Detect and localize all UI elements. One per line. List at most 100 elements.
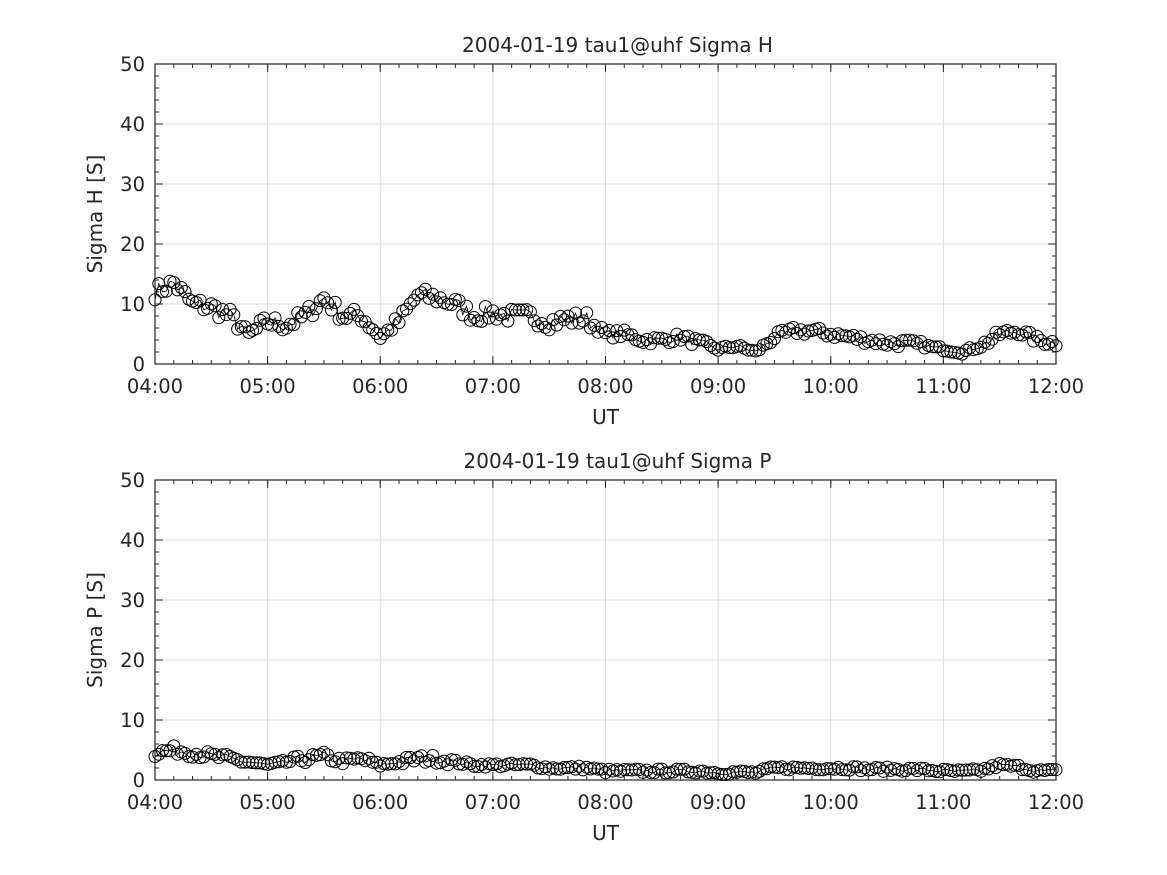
data-point xyxy=(629,762,642,776)
data-point xyxy=(903,761,917,775)
data-point xyxy=(430,756,444,770)
data-point xyxy=(246,756,260,770)
data-point xyxy=(820,762,834,776)
data-point xyxy=(779,325,793,339)
data-point xyxy=(647,766,661,780)
data-point xyxy=(576,314,590,328)
data-point xyxy=(377,327,391,341)
data-point xyxy=(651,331,665,345)
y-tick-label: 50 xyxy=(120,469,145,492)
data-point xyxy=(475,314,489,328)
x-tick-label: 06:00 xyxy=(352,791,408,814)
data-point xyxy=(516,757,530,771)
data-point xyxy=(1042,763,1055,776)
data-point xyxy=(602,324,616,337)
data-point xyxy=(279,321,293,335)
data-point xyxy=(178,285,192,299)
data-point xyxy=(426,749,440,762)
data-point xyxy=(302,300,316,313)
data-point xyxy=(824,327,838,341)
data-point xyxy=(621,328,635,342)
data-point xyxy=(388,312,402,326)
x-tick-label: 12:00 xyxy=(1028,375,1084,398)
data-point xyxy=(700,766,714,780)
chart-panel-1: 04:00 05:00 06:00 07:00 08:00 09:00 10:00 11:00… xyxy=(83,33,1084,429)
data-point xyxy=(294,310,308,324)
data-point xyxy=(974,764,988,778)
data-point xyxy=(910,764,924,778)
data-point xyxy=(340,751,353,765)
y-axis-label: Sigma H [S] xyxy=(83,155,107,274)
data-point xyxy=(204,747,218,761)
data-point xyxy=(156,744,169,758)
data-point xyxy=(388,757,402,771)
data-point xyxy=(993,328,1007,342)
data-point xyxy=(377,757,391,771)
data-point xyxy=(550,762,564,776)
data-point xyxy=(554,309,567,323)
y-tick-label: 40 xyxy=(120,113,145,136)
data-point xyxy=(516,303,530,317)
data-point xyxy=(636,335,650,349)
chart-title: 2004-01-19 tau1@uhf Sigma P xyxy=(464,449,772,473)
data-point xyxy=(321,296,335,310)
x-tick-label: 07:00 xyxy=(465,791,521,814)
data-point xyxy=(242,325,256,339)
data-point xyxy=(906,761,920,775)
x-tick-label: 12:00 xyxy=(1028,791,1084,814)
data-point xyxy=(253,313,267,327)
data-point xyxy=(1008,325,1022,339)
data-point xyxy=(309,302,323,316)
data-point xyxy=(745,343,759,357)
data-point xyxy=(403,751,417,764)
axes-box xyxy=(154,479,1057,781)
data-point xyxy=(936,344,950,358)
data-point xyxy=(933,765,947,779)
x-tick-label: 06:00 xyxy=(352,375,408,398)
data-point xyxy=(978,761,992,775)
data-point xyxy=(445,753,459,767)
data-point xyxy=(178,746,192,760)
y-tick-label: 0 xyxy=(133,353,145,376)
data-point xyxy=(227,308,241,322)
data-point xyxy=(767,332,781,346)
data-point xyxy=(985,332,999,346)
data-point xyxy=(381,323,395,337)
data-point xyxy=(955,763,969,777)
data-point xyxy=(692,333,706,347)
data-point xyxy=(786,760,800,774)
axes-box xyxy=(154,63,1057,365)
data-point xyxy=(1019,325,1033,339)
data-point xyxy=(163,744,177,758)
y-tick-label: 20 xyxy=(120,233,145,256)
data-point xyxy=(208,747,222,761)
data-point xyxy=(437,754,451,768)
data-point xyxy=(561,309,575,323)
data-point xyxy=(846,328,860,342)
data-point xyxy=(764,760,778,774)
data-point xyxy=(858,761,871,775)
data-point xyxy=(358,754,372,768)
data-point xyxy=(1015,328,1029,342)
data-point xyxy=(249,322,263,335)
data-point xyxy=(617,763,631,776)
data-point xyxy=(268,755,282,769)
data-point xyxy=(752,764,766,778)
data-point xyxy=(373,331,387,345)
x-tick-label: 11:00 xyxy=(915,375,971,398)
y-tick-label: 20 xyxy=(120,649,145,672)
data-point xyxy=(475,758,489,771)
data-point xyxy=(531,319,545,333)
data-point xyxy=(212,311,226,325)
data-point xyxy=(1012,758,1025,772)
y-tick-label: 0 xyxy=(133,769,145,792)
data-point xyxy=(242,755,256,769)
data-point xyxy=(201,301,215,315)
data-point xyxy=(854,764,868,778)
data-point xyxy=(700,335,714,349)
data-point xyxy=(895,334,909,348)
y-tick-label: 10 xyxy=(120,709,145,732)
data-point xyxy=(392,316,406,330)
y-tick-label: 30 xyxy=(120,173,145,196)
